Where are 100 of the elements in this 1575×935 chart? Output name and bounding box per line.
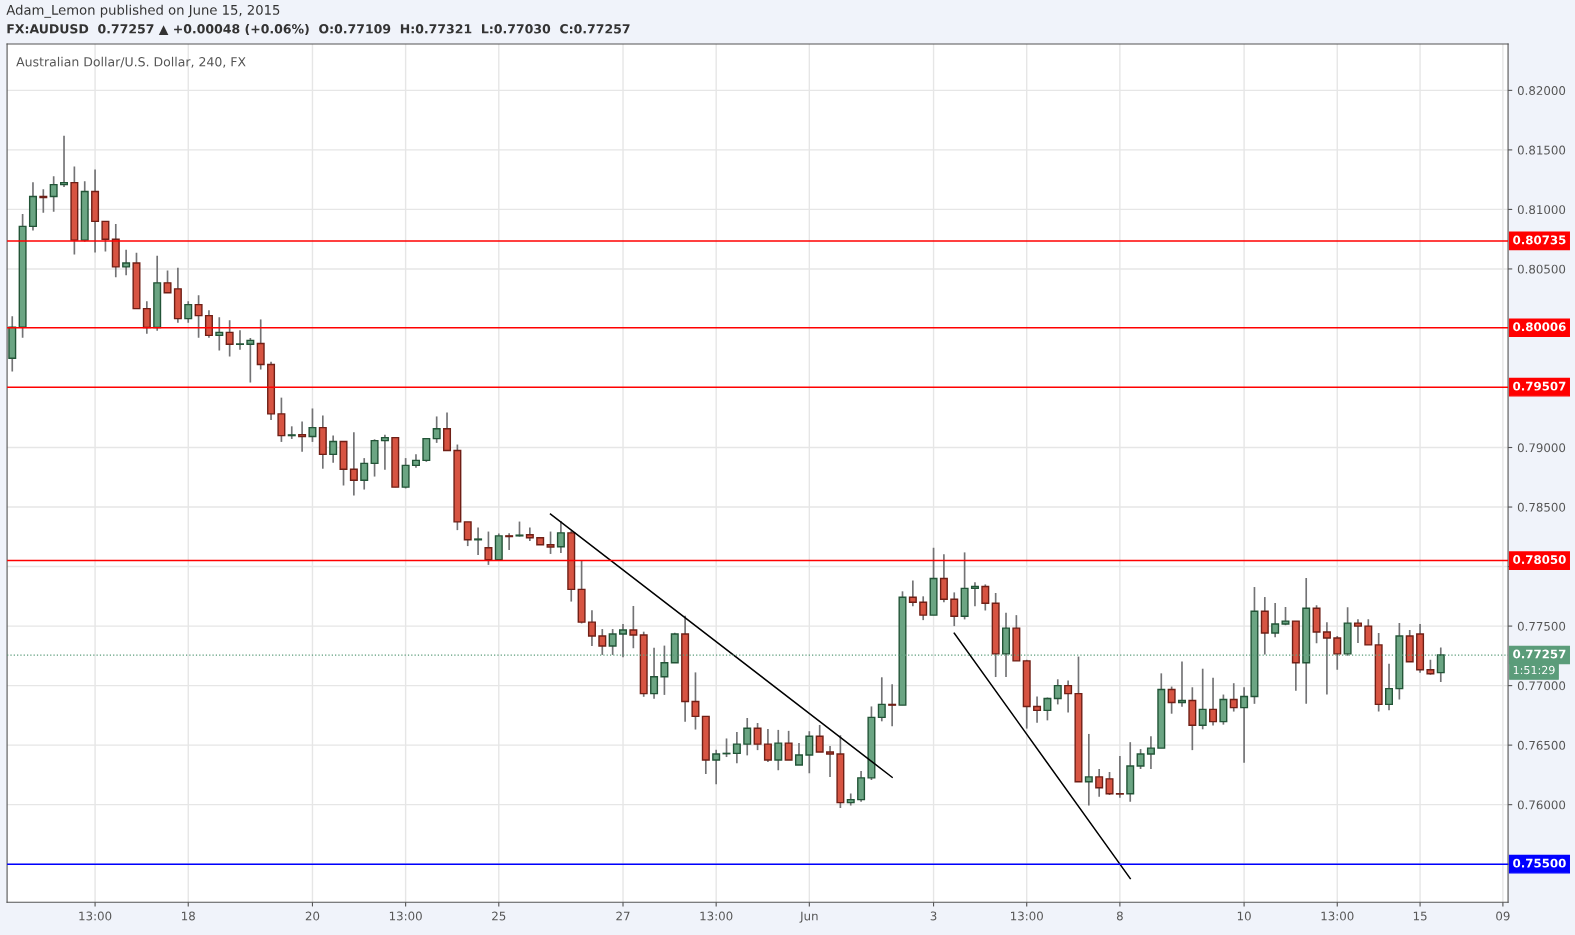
candlestick [546,530,555,555]
x-tick-label: 27 [616,911,630,921]
candlestick [194,294,203,339]
candlestick [784,730,793,761]
x-tick-label: 8 [1116,911,1123,921]
x-tick-label: 13:00 [79,911,112,921]
candlestick [1209,676,1218,727]
candlestick [163,269,172,294]
x-tick-label: 13:00 [700,911,733,921]
candlestick [360,457,369,491]
candlestick [256,318,265,371]
y-tick-label: 0.76500 [1517,740,1566,750]
y-tick-label: 0.80500 [1517,264,1566,274]
candlestick [1229,682,1238,713]
candlestick [1271,602,1280,639]
candlestick [298,420,307,453]
x-tick-label: 13:00 [1011,911,1043,921]
x-tick-label: 15 [1413,911,1427,921]
candlestick [1333,635,1342,671]
candlestick [1240,686,1249,764]
candlestick [1033,695,1042,724]
candlestick [1364,618,1373,646]
candlestick [556,520,565,554]
x-tick-label: 20 [305,911,320,921]
y-tick-label: 0.82000 [1517,86,1566,96]
y-tick-label: 0.76000 [1517,800,1566,810]
candlestick [463,521,472,547]
text: 1:51:29 [1513,665,1555,675]
candlestick [774,729,783,772]
candlestick [1105,771,1114,796]
candlestick [618,623,628,658]
candlestick [888,683,897,728]
candlestick [370,438,379,478]
y-tick-label: 0.79000 [1517,443,1566,453]
candlestick [60,134,69,188]
candlestick [101,220,110,253]
candlestick [422,437,431,463]
candlestick [857,770,866,803]
candlestick [235,329,245,351]
candlestick [329,434,338,464]
candlestick [1198,667,1207,731]
y-tick-label: 0.81000 [1517,205,1566,215]
candlestick [215,316,224,352]
y-tick-label: 0.81500 [1517,145,1566,155]
candlestick [204,309,213,339]
candlestick [494,532,503,561]
candlestick [443,411,452,452]
ref-line-label: 0.78050 [1513,555,1566,565]
candlestick [587,609,596,647]
candlestick [877,676,886,723]
candlestick [950,591,959,627]
candlestick [1312,604,1321,645]
candlestick [732,731,741,765]
ref-line-label: 0.80006 [1513,322,1566,332]
candlestick [1385,662,1394,712]
candlestick [1084,733,1093,807]
candlestick [49,175,58,213]
candlestick [1322,621,1331,696]
candlestick [474,526,483,556]
annotation: Australian Dollar/U.S. Dollar, 240, FX [16,56,246,68]
x-tick-label: 10 [1237,911,1251,921]
candlestick [1095,768,1104,798]
x-tick-label: 09 [1496,911,1510,921]
candlestick [598,628,607,656]
candlestick [505,532,514,551]
candlestick [1064,679,1073,714]
candlestick [712,748,721,786]
candlestick [1167,685,1176,715]
candlestick [1146,735,1155,770]
candlestick [246,337,255,384]
candlestick [815,724,824,753]
candlestick [277,396,286,443]
candlestick [380,433,389,471]
candlestick [349,431,358,497]
candlestick [1260,596,1269,656]
x-tick-label: 13:00 [1321,911,1354,921]
candlestick [753,722,762,751]
candlestick [939,553,948,604]
candlestick [805,730,814,775]
candlestick [981,583,990,612]
candlestick [122,248,131,277]
candlestick [484,530,493,566]
y-tick-label: 0.78500 [1517,502,1566,512]
candlestick [1353,618,1362,644]
candlestick [432,415,441,444]
y-tick-label: 0.77000 [1517,681,1566,691]
candlestick [919,595,928,621]
candlestick [763,728,772,763]
ref-line-label: 0.79507 [1513,381,1566,391]
ref-line-label: 0.80735 [1513,235,1566,245]
x-tick-label: 13:00 [389,911,422,921]
ref-line-label: 0.77257 [1513,649,1566,659]
candlestick [826,745,835,778]
candlestick [1219,693,1228,726]
x-tick-label: 3 [930,911,937,921]
candlestick [308,407,317,443]
candlestick [794,742,803,766]
ref-line-label: 0.75500 [1513,858,1566,868]
candlestick [846,792,855,807]
candlestick [1136,748,1145,770]
